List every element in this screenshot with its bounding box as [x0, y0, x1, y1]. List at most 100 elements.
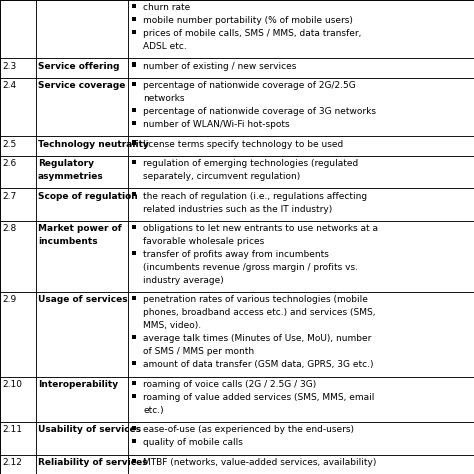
Bar — [132, 335, 136, 339]
Text: mobile number portability (% of mobile users): mobile number portability (% of mobile u… — [143, 16, 353, 25]
Text: Service coverage: Service coverage — [38, 81, 125, 90]
Bar — [128, 0, 474, 58]
Text: number of WLAN/Wi-Fi hot-spots: number of WLAN/Wi-Fi hot-spots — [143, 120, 290, 129]
Bar — [132, 4, 136, 8]
Bar — [132, 426, 136, 430]
Bar — [132, 192, 136, 197]
Text: etc.): etc.) — [143, 406, 164, 415]
Bar — [0, 137, 36, 156]
Text: Usability of services: Usability of services — [38, 425, 141, 434]
Bar — [132, 458, 136, 463]
Text: MMS, video).: MMS, video). — [143, 321, 201, 330]
Bar — [36, 455, 128, 474]
Bar — [132, 17, 136, 21]
Text: 2.11: 2.11 — [2, 425, 22, 434]
Text: 2.3: 2.3 — [2, 62, 17, 71]
Bar — [0, 422, 36, 455]
Bar — [132, 393, 136, 398]
Bar — [36, 221, 128, 292]
Bar — [36, 78, 128, 137]
Text: asymmetries: asymmetries — [38, 172, 104, 181]
Bar — [128, 156, 474, 188]
Bar — [36, 377, 128, 422]
Text: 2.5: 2.5 — [2, 140, 17, 149]
Bar — [36, 292, 128, 377]
Text: (incumbents revenue /gross margin / profits vs.: (incumbents revenue /gross margin / prof… — [143, 263, 358, 272]
Bar — [0, 0, 36, 58]
Bar — [132, 251, 136, 255]
Text: number of existing / new services: number of existing / new services — [143, 62, 297, 71]
Text: favorable wholesale prices: favorable wholesale prices — [143, 237, 264, 246]
Text: amount of data transfer (GSM data, GPRS, 3G etc.): amount of data transfer (GSM data, GPRS,… — [143, 360, 374, 369]
Text: obligations to let new entrants to use networks at a: obligations to let new entrants to use n… — [143, 224, 378, 233]
Bar — [0, 188, 36, 221]
Bar — [132, 140, 136, 145]
Text: incumbents: incumbents — [38, 237, 98, 246]
Bar — [128, 292, 474, 377]
Text: 2.10: 2.10 — [2, 380, 22, 389]
Text: Scope of regulation: Scope of regulation — [38, 191, 137, 201]
Bar — [128, 78, 474, 137]
Text: MTBF (networks, value-added services, availability): MTBF (networks, value-added services, av… — [143, 458, 376, 467]
Text: license terms specify technology to be used: license terms specify technology to be u… — [143, 140, 343, 149]
Bar — [128, 188, 474, 221]
Text: ADSL etc.: ADSL etc. — [143, 42, 187, 51]
Text: Technology neutrality: Technology neutrality — [38, 140, 149, 149]
Text: Regulatory: Regulatory — [38, 159, 94, 168]
Bar — [132, 82, 136, 86]
Bar — [128, 58, 474, 78]
Text: 2.4: 2.4 — [2, 81, 17, 90]
Bar — [36, 0, 128, 58]
Text: phones, broadband access etc.) and services (SMS,: phones, broadband access etc.) and servi… — [143, 309, 376, 318]
Text: Usage of services: Usage of services — [38, 295, 128, 304]
Bar — [132, 439, 136, 443]
Bar — [132, 121, 136, 125]
Bar — [128, 221, 474, 292]
Bar — [0, 78, 36, 137]
Bar — [0, 58, 36, 78]
Bar — [0, 156, 36, 188]
Text: churn rate: churn rate — [143, 3, 191, 12]
Text: Reliability of services: Reliability of services — [38, 458, 147, 467]
Text: separately, circumvent regulation): separately, circumvent regulation) — [143, 172, 301, 181]
Text: roaming of voice calls (2G / 2.5G / 3G): roaming of voice calls (2G / 2.5G / 3G) — [143, 380, 317, 389]
Text: average talk times (Minutes of Use, MoU), number: average talk times (Minutes of Use, MoU)… — [143, 334, 372, 343]
Bar — [128, 455, 474, 474]
Bar — [132, 296, 136, 301]
Bar — [132, 361, 136, 365]
Text: transfer of profits away from incumbents: transfer of profits away from incumbents — [143, 250, 329, 259]
Bar — [0, 377, 36, 422]
Text: ease-of-use (as experienced by the end-users): ease-of-use (as experienced by the end-u… — [143, 425, 354, 434]
Text: quality of mobile calls: quality of mobile calls — [143, 438, 243, 447]
Text: Service offering: Service offering — [38, 62, 119, 71]
Text: prices of mobile calls, SMS / MMS, data transfer,: prices of mobile calls, SMS / MMS, data … — [143, 29, 362, 38]
Bar — [36, 137, 128, 156]
Text: roaming of value added services (SMS, MMS, email: roaming of value added services (SMS, MM… — [143, 393, 374, 402]
Text: 2.6: 2.6 — [2, 159, 17, 168]
Bar — [36, 422, 128, 455]
Bar — [36, 156, 128, 188]
Text: of SMS / MMS per month: of SMS / MMS per month — [143, 347, 254, 356]
Text: related industries such as the IT industry): related industries such as the IT indust… — [143, 205, 332, 213]
Bar — [128, 422, 474, 455]
Bar — [128, 137, 474, 156]
Bar — [132, 30, 136, 34]
Bar — [132, 108, 136, 112]
Bar — [132, 225, 136, 229]
Bar — [36, 58, 128, 78]
Bar — [0, 292, 36, 377]
Text: the reach of regulation (i.e., regulations affecting: the reach of regulation (i.e., regulatio… — [143, 191, 367, 201]
Text: 2.7: 2.7 — [2, 191, 17, 201]
Bar — [132, 160, 136, 164]
Bar — [132, 63, 136, 67]
Bar — [132, 381, 136, 385]
Text: percentage of nationwide coverage of 2G/2.5G: percentage of nationwide coverage of 2G/… — [143, 81, 356, 90]
Text: Interoperability: Interoperability — [38, 380, 118, 389]
Text: penetration rates of various technologies (mobile: penetration rates of various technologie… — [143, 295, 368, 304]
Bar — [0, 455, 36, 474]
Text: networks: networks — [143, 94, 185, 103]
Text: industry average): industry average) — [143, 276, 224, 285]
Bar — [128, 377, 474, 422]
Text: 2.9: 2.9 — [2, 295, 17, 304]
Bar — [0, 221, 36, 292]
